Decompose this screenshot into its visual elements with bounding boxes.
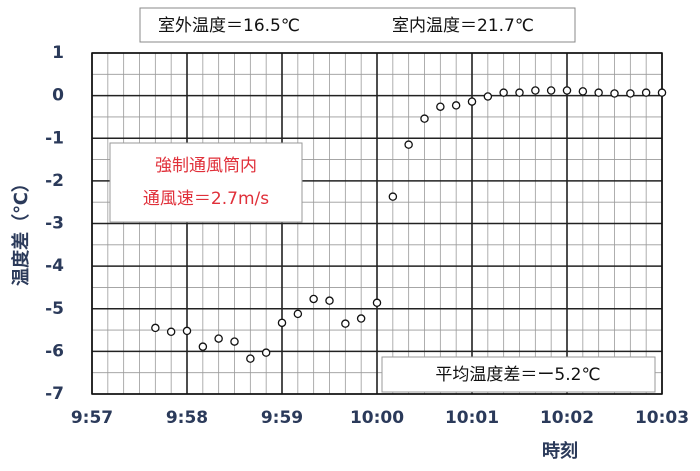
data-point [546, 86, 556, 95]
y-tick-label: -7 [45, 384, 64, 404]
data-point [293, 309, 303, 319]
data-point [436, 102, 445, 111]
y-tick-label: -2 [45, 171, 64, 191]
note-box [109, 142, 303, 223]
y-axis-label: 温度差（℃） [10, 174, 32, 286]
x-tick-label: 10:01 [445, 408, 499, 428]
average-box [381, 356, 656, 393]
data-point [467, 97, 477, 106]
y-tick-label: 0 [52, 86, 64, 106]
y-tick-label: -6 [45, 341, 64, 361]
data-point [515, 88, 524, 97]
data-point [309, 294, 318, 304]
data-point [372, 298, 382, 308]
data-point [166, 327, 176, 337]
data-point [356, 314, 366, 323]
data-point [610, 89, 619, 98]
data-point [214, 334, 223, 343]
data-point [483, 92, 493, 101]
data-point [388, 192, 398, 201]
data-point [198, 342, 208, 351]
note-line: 強制通風筒内 [155, 156, 257, 176]
data-point [657, 88, 667, 97]
indoor-temp: 室内温度＝21.7℃ [392, 16, 534, 36]
average-text: 平均温度差＝ー5.2℃ [435, 365, 600, 385]
y-tick-label: -5 [45, 299, 64, 319]
data-point [325, 296, 334, 305]
plot-area [91, 52, 663, 395]
y-tick-label: -1 [45, 128, 64, 148]
data-point [341, 319, 350, 328]
data-point [594, 88, 603, 97]
x-tick-label: 10:03 [635, 408, 689, 428]
data-point [641, 88, 651, 97]
data-point [277, 318, 287, 328]
data-point [420, 114, 429, 123]
data-point [230, 337, 239, 346]
data-point [182, 326, 192, 336]
y-tick-label: -4 [45, 256, 64, 276]
x-tick-label: 9:58 [166, 408, 208, 428]
x-tick-label: 10:00 [350, 408, 404, 428]
data-point [626, 89, 635, 98]
data-point [578, 87, 588, 96]
header-box [139, 7, 576, 43]
plot-border [91, 52, 663, 395]
x-tick-label: 9:59 [261, 408, 303, 428]
data-point [246, 354, 255, 363]
data-point [261, 348, 271, 357]
x-tick-label: 9:57 [71, 408, 113, 428]
note-line: 通風速＝2.7m/s [143, 189, 269, 209]
x-axis-label: 時刻 [542, 440, 578, 462]
data-point [499, 88, 508, 97]
y-tick-label: 1 [52, 43, 64, 63]
data-point [562, 86, 572, 95]
data-point [531, 86, 540, 95]
y-tick-label: -3 [45, 214, 64, 234]
outdoor-temp: 室外温度＝16.5℃ [158, 16, 300, 36]
data-point [451, 101, 461, 110]
data-point [151, 323, 160, 333]
data-point [404, 140, 413, 149]
x-tick-label: 10:02 [540, 408, 594, 428]
